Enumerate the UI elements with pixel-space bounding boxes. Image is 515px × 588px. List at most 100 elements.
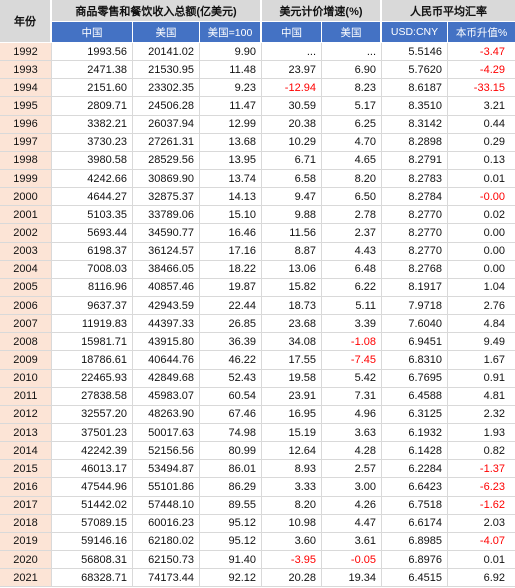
china-retail-sales-cell: 47544.96 (52, 478, 133, 497)
year-cell: 2007 (0, 315, 52, 334)
china-usd-growth-cell: 23.91 (262, 387, 322, 406)
china-usd-growth-cell: 34.08 (262, 333, 322, 352)
year-cell: 1999 (0, 169, 52, 189)
year-cell: 2001 (0, 206, 52, 225)
china-usd-growth-cell: 12.64 (262, 442, 322, 461)
us-usd-growth-cell: -7.45 (322, 351, 382, 370)
china-retail-sales-cell: 3980.58 (52, 151, 133, 170)
cny-appreciation-cell: 1.93 (448, 424, 515, 443)
us-usd-growth-cell: 4.96 (322, 405, 382, 424)
us-usd-growth-cell: 8.20 (322, 169, 382, 189)
year-cell: 1994 (0, 79, 52, 98)
us-usd-growth-cell: 6.90 (322, 61, 382, 80)
china-vs-us-index-cell: 22.44 (200, 296, 262, 316)
usd-cny-rate-cell: 6.7695 (382, 369, 448, 388)
year-cell: 2020 (0, 550, 52, 570)
china-usd-growth-cell: 3.60 (262, 532, 322, 551)
year-cell: 1996 (0, 115, 52, 134)
year-cell: 2000 (0, 188, 52, 207)
china-vs-us-index-cell: 26.85 (200, 315, 262, 334)
year-cell: 1997 (0, 133, 52, 152)
cny-appreciation-cell: -33.15 (448, 79, 515, 98)
usd-cny-rate-cell: 8.2768 (382, 260, 448, 279)
china-vs-us-index-cell: 11.47 (200, 97, 262, 116)
usd-cny-rate-cell: 6.7518 (382, 496, 448, 515)
us-usd-growth-cell: 4.28 (322, 442, 382, 461)
china-usd-growth-cell: 13.06 (262, 260, 322, 279)
china-retail-sales-cell: 51442.02 (52, 496, 133, 515)
china-usd-growth-cell: 17.55 (262, 351, 322, 370)
us-usd-growth-cell: ... (322, 43, 382, 62)
china-vs-us-index-cell: 19.87 (200, 278, 262, 297)
china-usd-growth-cell: 9.47 (262, 188, 322, 207)
us-usd-growth-cell: -0.05 (322, 550, 382, 570)
usd-cny-rate-cell: 6.8310 (382, 351, 448, 370)
china-vs-us-index-cell: 18.22 (200, 260, 262, 279)
cny-appreciation-cell: 0.00 (448, 261, 515, 279)
china-vs-us-index-cell: 11.48 (200, 61, 262, 80)
china-usd-growth-cell: 6.58 (262, 169, 322, 189)
year-cell: 1998 (0, 151, 52, 170)
china-retail-sales-cell: 2151.60 (52, 79, 133, 98)
china-vs-us-index-cell: 14.13 (200, 188, 262, 207)
us-retail-sales-cell: 38466.05 (133, 260, 200, 279)
china-retail-sales-cell: 46013.17 (52, 460, 133, 479)
china-vs-us-index-cell: 9.90 (200, 43, 262, 62)
year-cell: 1995 (0, 97, 52, 116)
cny-appreciation-cell: 2.32 (448, 406, 515, 424)
cny-appreciation-cell: -6.23 (448, 478, 515, 497)
china-vs-us-index-cell: 74.98 (200, 423, 262, 443)
us-retail-sales-cell: 40644.76 (133, 351, 200, 370)
china-vs-us-index-cell: 15.10 (200, 206, 262, 225)
cny-appreciation-cell: -4.07 (448, 533, 515, 551)
us-retail-sales-cell: 32875.37 (133, 188, 200, 207)
header-rmb-exchange-rate: 人民币平均汇率 (382, 0, 515, 22)
china-retail-sales-cell: 37501.23 (52, 423, 133, 443)
cny-appreciation-cell: 0.01 (448, 551, 515, 570)
cny-appreciation-cell: 0.13 (448, 152, 515, 170)
china-vs-us-index-cell: 95.12 (200, 532, 262, 551)
china-retail-sales-cell: 56808.31 (52, 550, 133, 570)
year-cell: 2019 (0, 532, 52, 551)
us-retail-sales-cell: 20141.02 (133, 43, 200, 62)
china-retail-sales-cell: 42242.39 (52, 442, 133, 461)
year-cell: 2015 (0, 460, 52, 479)
china-vs-us-index-cell: 91.40 (200, 550, 262, 570)
us-retail-sales-cell: 27261.31 (133, 133, 200, 152)
china-retail-sales-cell: 59146.16 (52, 532, 133, 551)
year-cell: 2003 (0, 242, 52, 261)
china-usd-growth-cell: 20.28 (262, 569, 322, 588)
china-retail-sales-cell: 7008.03 (52, 260, 133, 279)
us-retail-sales-cell: 23302.35 (133, 79, 200, 98)
usd-cny-rate-cell: 6.8976 (382, 550, 448, 570)
usd-cny-rate-cell: 6.6423 (382, 478, 448, 497)
col-header-cny-appreciation: 本币升值% (448, 22, 515, 43)
us-usd-growth-cell: 4.70 (322, 133, 382, 152)
china-retail-sales-cell: 4644.27 (52, 188, 133, 207)
us-usd-growth-cell: 7.31 (322, 387, 382, 406)
usd-cny-rate-cell: 8.6187 (382, 79, 448, 98)
us-retail-sales-cell: 48263.90 (133, 405, 200, 424)
china-vs-us-index-cell: 52.43 (200, 369, 262, 388)
us-usd-growth-cell: 4.65 (322, 151, 382, 170)
cny-appreciation-cell: 1.04 (448, 279, 515, 297)
china-usd-growth-cell: 8.87 (262, 242, 322, 261)
us-retail-sales-cell: 43915.80 (133, 333, 200, 352)
us-usd-growth-cell: 8.23 (322, 79, 382, 98)
china-retail-sales-cell: 2471.38 (52, 61, 133, 80)
header-usd-growth: 美元计价增速(%) (262, 0, 382, 22)
us-retail-sales-cell: 36124.57 (133, 242, 200, 261)
cny-appreciation-cell: -1.37 (448, 460, 515, 479)
china-vs-us-index-cell: 80.99 (200, 442, 262, 461)
year-cell: 2013 (0, 423, 52, 443)
year-cell: 2011 (0, 387, 52, 406)
us-usd-growth-cell: 5.42 (322, 369, 382, 388)
us-retail-sales-cell: 40857.46 (133, 278, 200, 297)
china-retail-sales-cell: 22465.93 (52, 369, 133, 388)
china-vs-us-index-cell: 95.12 (200, 514, 262, 533)
china-usd-growth-cell: 8.20 (262, 496, 322, 515)
china-retail-sales-cell: 3730.23 (52, 133, 133, 152)
china-vs-us-index-cell: 17.16 (200, 242, 262, 261)
us-usd-growth-cell: 2.57 (322, 460, 382, 479)
